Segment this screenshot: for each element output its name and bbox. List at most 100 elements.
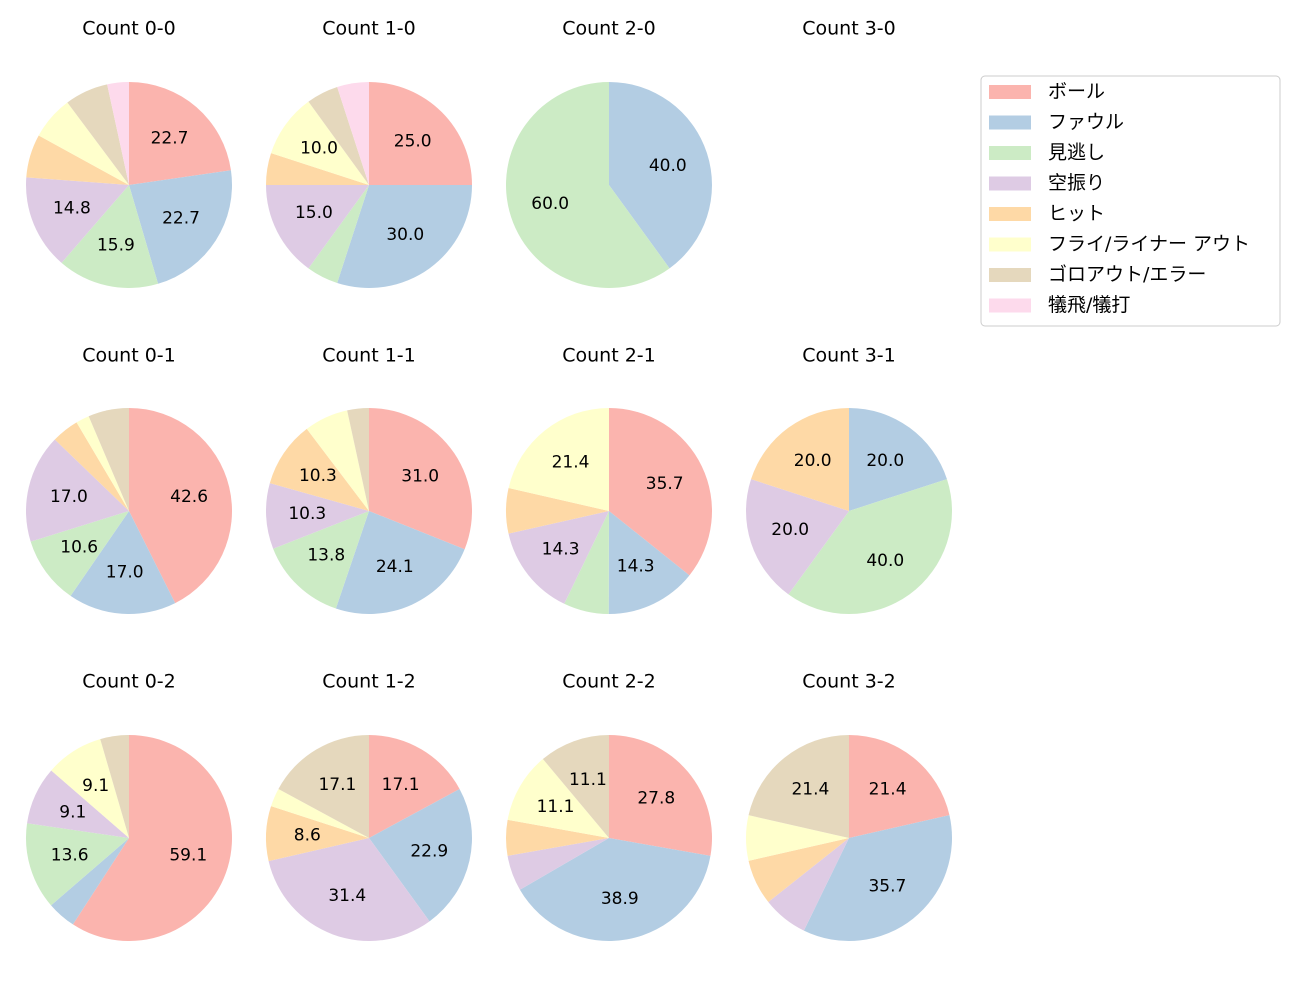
slice-4 — [768, 838, 849, 931]
legend-item: ファウル — [989, 111, 1124, 133]
slice-5 — [54, 422, 130, 511]
slice-label: 35.7 — [868, 876, 906, 896]
slice-1 — [609, 735, 712, 856]
slice-label: 10.3 — [299, 466, 337, 486]
slice-2 — [51, 838, 129, 925]
slice-5 — [266, 153, 369, 185]
legend-swatch — [989, 268, 1031, 282]
slice-label: 35.7 — [646, 474, 684, 494]
slice-3 — [25, 823, 130, 906]
pie-title: Count 2-1 — [562, 345, 656, 367]
slice-label: 15.0 — [295, 203, 333, 223]
slice-label: 40.0 — [866, 551, 904, 571]
legend-swatch — [989, 85, 1031, 99]
slice-4 — [507, 838, 609, 890]
slice-5 — [265, 806, 369, 862]
slice-7 — [100, 735, 129, 838]
slice-label: 15.9 — [97, 235, 135, 255]
slice-label: 10.0 — [300, 139, 338, 159]
slice-label: 17.0 — [50, 487, 88, 507]
slice-6 — [51, 739, 129, 838]
pie-count-0-2: Count 0-2 59.1 13.6 9.1 9.1 — [25, 671, 232, 942]
slice-3 — [30, 511, 129, 596]
slice-1 — [849, 735, 950, 838]
legend-label: 空振り — [1048, 172, 1105, 194]
legend-label: ボール — [1048, 81, 1105, 103]
slice-7 — [278, 735, 369, 838]
slice-1 — [72, 735, 232, 942]
pie-title: Count 1-1 — [322, 345, 416, 367]
slice-label: 25.0 — [394, 131, 432, 151]
slice-5 — [269, 428, 369, 511]
slice-2 — [369, 788, 472, 922]
legend-label: ファウル — [1048, 111, 1124, 133]
slice-7 — [67, 84, 129, 185]
slice-7 — [542, 735, 609, 838]
slice-label: 30.0 — [386, 225, 424, 245]
slice-label: 60.0 — [531, 194, 569, 214]
pie-count-1-2: Count 1-2 17.1 22.9 31.4 8.6 17.1 — [265, 671, 472, 942]
slice-label: 38.9 — [601, 889, 639, 909]
slice-6 — [271, 788, 369, 838]
slice-label: 8.6 — [294, 825, 321, 845]
slice-label: 42.6 — [170, 487, 208, 507]
slice-5 — [751, 408, 849, 511]
slice-3 — [308, 185, 369, 283]
slice-2 — [609, 82, 712, 269]
slice-label: 20.0 — [794, 451, 832, 471]
pie-title: Count 1-0 — [322, 18, 416, 40]
slice-label: 24.1 — [376, 557, 414, 577]
slice-1 — [369, 408, 473, 550]
slice-4 — [265, 483, 369, 549]
slice-label: 13.6 — [51, 845, 89, 865]
legend-item: ボール — [989, 81, 1105, 103]
pie-title: Count 0-1 — [82, 345, 176, 367]
legend-swatch — [989, 176, 1031, 191]
slice-6 — [271, 101, 369, 185]
slice-2 — [608, 511, 690, 615]
slice-2 — [337, 185, 472, 289]
pie-count-2-0: Count 2-0 40.0 60.0 — [505, 18, 712, 289]
legend-label: 犠飛/犠打 — [1048, 294, 1130, 316]
slice-6 — [76, 416, 129, 511]
slice-label: 59.1 — [169, 846, 207, 866]
slice-label: 31.0 — [401, 466, 439, 486]
slice-label: 22.9 — [410, 842, 448, 862]
slice-label: 14.3 — [617, 557, 655, 577]
legend-swatch — [989, 115, 1031, 130]
pie-count-3-0: Count 3-0 — [802, 18, 896, 40]
slice-1 — [369, 82, 472, 185]
slice-3 — [273, 511, 369, 609]
legend-swatch — [989, 298, 1031, 313]
slice-8 — [107, 82, 129, 185]
slice-7 — [748, 735, 849, 838]
pie-title: Count 2-0 — [562, 18, 656, 40]
legend-swatch — [989, 207, 1031, 221]
slice-6 — [508, 408, 609, 511]
slice-label: 17.1 — [382, 775, 420, 795]
pie-title: Count 3-1 — [802, 345, 896, 367]
slice-4 — [745, 479, 849, 595]
slice-label: 40.0 — [649, 156, 687, 176]
pie-title: Count 0-2 — [82, 671, 176, 693]
slice-4 — [27, 770, 129, 838]
slice-label: 21.4 — [552, 453, 590, 473]
pie-title: Count 1-2 — [322, 671, 416, 693]
legend-item: 空振り — [989, 172, 1105, 194]
slice-label: 10.6 — [60, 538, 98, 558]
pies-layer: Count 0-0 22.7 22.7 15.9 14.8 Count 1-0 25.0 30… — [25, 18, 953, 942]
slice-label: 17.0 — [106, 563, 144, 583]
slice-label: 20.0 — [866, 451, 904, 471]
slice-7 — [308, 87, 369, 185]
slice-label: 21.4 — [791, 780, 829, 800]
legend-label: ヒット — [1048, 203, 1105, 225]
slice-3 — [788, 479, 953, 615]
pie-count-0-1: Count 0-1 42.6 17.0 10.6 17.0 — [25, 345, 233, 615]
slice-6 — [38, 102, 129, 185]
slice-4 — [508, 511, 609, 604]
slice-label: 22.7 — [162, 208, 200, 228]
slice-label: 20.0 — [771, 520, 809, 540]
slice-label: 21.4 — [869, 780, 907, 800]
pie-title: Count 2-2 — [562, 671, 656, 693]
